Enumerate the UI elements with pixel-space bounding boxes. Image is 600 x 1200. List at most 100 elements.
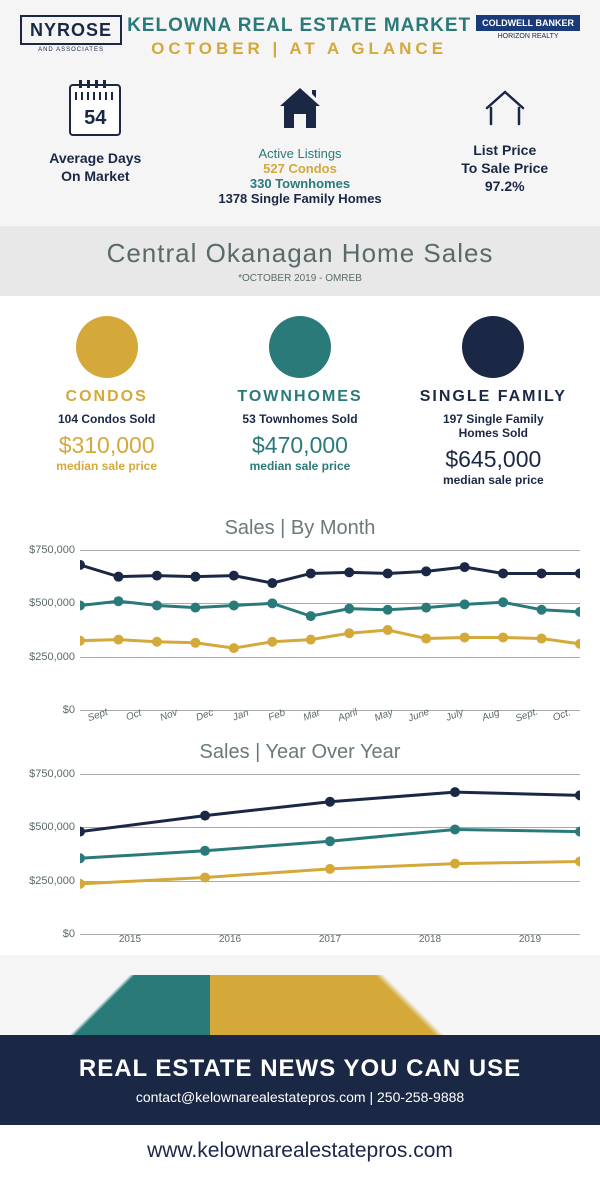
logo-coldwell-sub: HORIZON REALTY bbox=[476, 33, 580, 40]
chart-marker-condos bbox=[575, 639, 580, 649]
chart-monthly-title: Sales | By Month bbox=[20, 517, 580, 540]
category-sold: 53 Townhomes Sold bbox=[203, 412, 396, 426]
category-sold: 104 Condos Sold bbox=[10, 412, 203, 426]
chart-marker-condos bbox=[229, 643, 239, 653]
chart-marker-single_family bbox=[344, 567, 354, 577]
chart-marker-single_family bbox=[460, 562, 470, 572]
category-price: $470,000 bbox=[203, 432, 396, 459]
category-median-label: median sale price bbox=[397, 473, 590, 487]
chart-marker-townhomes bbox=[460, 599, 470, 609]
chart-marker-condos bbox=[325, 864, 335, 874]
chart-marker-townhomes bbox=[113, 596, 123, 606]
footer-triangles bbox=[0, 975, 600, 1035]
category-median-label: median sale price bbox=[203, 459, 396, 473]
logo-coldwell-block: COLDWELL BANKER HORIZON REALTY bbox=[476, 15, 580, 40]
chart-xlabel: 2018 bbox=[380, 934, 480, 945]
chart-marker-single_family bbox=[80, 560, 85, 570]
chart-marker-townhomes bbox=[575, 827, 580, 837]
listings-title: Active Listings bbox=[181, 146, 420, 161]
chart-marker-townhomes bbox=[575, 607, 580, 617]
chart-marker-townhomes bbox=[190, 603, 200, 613]
chart-marker-single_family bbox=[498, 568, 508, 578]
chart-svg bbox=[80, 550, 580, 710]
stats-row: 54 Average Days On Market Active Listing… bbox=[0, 69, 600, 226]
chart-monthly: $0$250,000$500,000$750,000 bbox=[80, 550, 580, 710]
chart-marker-townhomes bbox=[306, 611, 316, 621]
category-sold: 197 Single FamilyHomes Sold bbox=[397, 412, 590, 440]
chart-marker-single_family bbox=[113, 572, 123, 582]
calendar-number: 54 bbox=[71, 107, 119, 130]
category-single-family: SINGLE FAMILY 197 Single FamilyHomes Sol… bbox=[397, 316, 590, 487]
chart-marker-single_family bbox=[190, 572, 200, 582]
chart-ylabel: $0 bbox=[15, 704, 75, 716]
chart-marker-condos bbox=[450, 859, 460, 869]
listings-townhomes: 330 Townhomes bbox=[181, 176, 420, 191]
footer-url: www.kelownarealestatepros.com bbox=[0, 1125, 600, 1177]
chart-marker-condos bbox=[80, 636, 85, 646]
listings-condos: 527 Condos bbox=[181, 161, 420, 176]
category-circle-icon bbox=[76, 316, 138, 378]
chart-marker-condos bbox=[344, 628, 354, 638]
chart-ylabel: $0 bbox=[15, 928, 75, 940]
chart-marker-single_family bbox=[306, 568, 316, 578]
stat-active-listings: Active Listings 527 Condos 330 Townhomes… bbox=[181, 84, 420, 206]
stat-price-ratio: List Price To Sale Price 97.2% bbox=[419, 84, 590, 206]
roof-icon bbox=[483, 84, 527, 128]
chart-ylabel: $750,000 bbox=[15, 544, 75, 556]
chart-marker-condos bbox=[80, 879, 85, 889]
chart-marker-condos bbox=[113, 635, 123, 645]
chart-marker-single_family bbox=[229, 571, 239, 581]
chart-marker-condos bbox=[152, 637, 162, 647]
header-titles: KELOWNA REAL ESTATE MARKET OCTOBER | AT … bbox=[122, 15, 476, 59]
section-note: *OCTOBER 2019 - OMREB bbox=[12, 273, 588, 284]
chart-marker-single_family bbox=[537, 568, 547, 578]
chart-marker-townhomes bbox=[344, 604, 354, 614]
logo-coldwell: COLDWELL BANKER bbox=[476, 15, 580, 31]
chart-svg bbox=[80, 774, 580, 934]
chart-xlabel: 2017 bbox=[280, 934, 380, 945]
calendar-icon: 54 bbox=[69, 84, 121, 136]
chart-marker-condos bbox=[383, 625, 393, 635]
chart-monthly-section: Sales | By Month $0$250,000$500,000$750,… bbox=[0, 507, 600, 731]
chart-gridline bbox=[80, 934, 580, 935]
category-circle-icon bbox=[269, 316, 331, 378]
chart-marker-single_family bbox=[152, 571, 162, 581]
chart-marker-condos bbox=[200, 872, 210, 882]
chart-yearly: $0$250,000$500,000$750,000 bbox=[80, 774, 580, 934]
listings-sfh: 1378 Single Family Homes bbox=[181, 191, 420, 206]
chart-marker-townhomes bbox=[498, 597, 508, 607]
category-townhomes: TOWNHOMES 53 Townhomes Sold $470,000 med… bbox=[203, 316, 396, 487]
chart-monthly-xlabels: SeptOctNovDecJanFebMarAprilMayJuneJulyAu… bbox=[80, 710, 580, 721]
title-main: KELOWNA REAL ESTATE MARKET bbox=[122, 15, 476, 37]
stat-label: Average Days On Market bbox=[10, 149, 181, 185]
chart-ylabel: $250,000 bbox=[15, 651, 75, 663]
chart-marker-condos bbox=[306, 635, 316, 645]
footer-tri-teal bbox=[0, 975, 210, 1035]
chart-marker-townhomes bbox=[267, 598, 277, 608]
chart-yearly-section: Sales | Year Over Year $0$250,000$500,00… bbox=[0, 731, 600, 955]
footer-headline: REAL ESTATE NEWS YOU CAN USE bbox=[10, 1055, 590, 1083]
footer-tri-gold bbox=[210, 975, 600, 1035]
footer-contact: contact@kelownarealestatepros.com | 250-… bbox=[10, 1089, 590, 1105]
stat-days-on-market: 54 Average Days On Market bbox=[10, 84, 181, 206]
chart-xlabel: 2016 bbox=[180, 934, 280, 945]
chart-marker-condos bbox=[498, 632, 508, 642]
section-header: Central Okanagan Home Sales *OCTOBER 201… bbox=[0, 226, 600, 296]
category-circle-icon bbox=[462, 316, 524, 378]
chart-ylabel: $750,000 bbox=[15, 768, 75, 780]
chart-marker-townhomes bbox=[325, 836, 335, 846]
category-price: $310,000 bbox=[10, 432, 203, 459]
chart-marker-townhomes bbox=[229, 600, 239, 610]
category-condos: CONDOS 104 Condos Sold $310,000 median s… bbox=[10, 316, 203, 487]
chart-marker-single_family bbox=[450, 787, 460, 797]
chart-marker-townhomes bbox=[80, 600, 85, 610]
category-median-label: median sale price bbox=[10, 459, 203, 473]
house-icon bbox=[274, 84, 326, 144]
logo-nyrose-block: NYROSE AND ASSOCIATES bbox=[20, 15, 122, 53]
title-sub: OCTOBER | AT A GLANCE bbox=[122, 39, 476, 59]
chart-yearly-title: Sales | Year Over Year bbox=[20, 741, 580, 764]
category-price: $645,000 bbox=[397, 446, 590, 473]
chart-ylabel: $500,000 bbox=[15, 597, 75, 609]
ratio-label: List Price To Sale Price 97.2% bbox=[419, 141, 590, 196]
section-title: Central Okanagan Home Sales bbox=[12, 238, 588, 269]
